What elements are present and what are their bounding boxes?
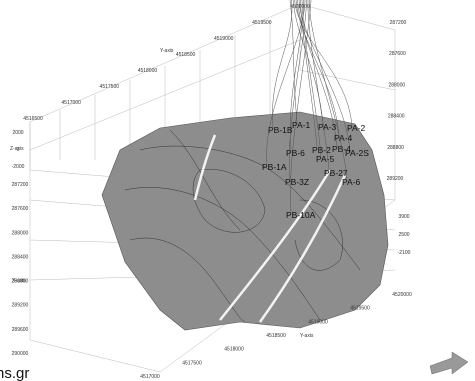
x-tick-label: 287600: [12, 206, 29, 212]
well-path: [289, 0, 304, 151]
well-label: PB-2: [312, 145, 331, 155]
well-label: PA-1: [292, 120, 311, 130]
well-label: PB-3Z: [285, 177, 309, 187]
x-tick-label: 287200: [12, 182, 29, 188]
well-path: [289, 0, 307, 180]
well-path: [307, 0, 330, 171]
well-label: PA-5: [316, 154, 335, 164]
well-label: PA-6: [342, 177, 361, 187]
well-path: [294, 0, 353, 126]
well-path: [309, 0, 348, 180]
well-paths: [266, 0, 353, 213]
x-tick-label: 290000: [12, 351, 29, 357]
well-label: PA-4: [334, 133, 353, 143]
navigation-arrow[interactable]: [429, 351, 469, 375]
z-tick-label: -2000: [12, 164, 25, 170]
x-tick-label: 288000: [12, 230, 29, 236]
axis-name: Z-axis: [10, 146, 24, 152]
well-path: [290, 0, 312, 213]
y-tick-label: 4519000: [214, 36, 234, 42]
contour-lines: [124, 129, 361, 323]
well-label: PB-4: [332, 144, 351, 154]
well-label: PB-6: [286, 148, 305, 158]
y-tick-label: 4520000: [392, 292, 412, 298]
y-tick-label: 4517500: [182, 360, 202, 366]
well-path: [266, 0, 306, 165]
axis-name: Y-axis: [300, 333, 314, 339]
well-label: PA-3: [318, 122, 337, 132]
well-label: PB-1A: [262, 162, 287, 172]
z-tick-label: 0: [17, 147, 20, 153]
well-label: PB-27: [324, 168, 348, 178]
z-tick-label: 2500: [398, 232, 409, 238]
y-tick-label: 4519000: [308, 319, 328, 325]
y-tick-label: 4519500: [252, 20, 272, 26]
well-path: [300, 0, 318, 148]
z-tick-label: 2000: [12, 130, 23, 136]
x-tick-label: 288000: [388, 82, 405, 88]
well-path: [292, 0, 324, 125]
well-path: [272, 0, 293, 128]
z-tick-label: 3900: [398, 214, 409, 220]
well-path: [297, 0, 338, 147]
well-label: PB-10A: [286, 210, 316, 220]
x-tick-label: 289200: [12, 303, 29, 309]
y-tick-label: 4517500: [100, 84, 120, 90]
x-tick-label: 289600: [12, 327, 29, 333]
x-tick-label: 288800: [12, 279, 29, 285]
ridges: [193, 134, 347, 323]
y-tick-label: 4518000: [138, 68, 158, 74]
axis-name: X-axis: [12, 278, 26, 284]
y-tick-label: 4518000: [224, 347, 244, 353]
y-tick-label: 4517000: [61, 100, 81, 106]
y-tick-label: 4518500: [266, 333, 286, 339]
y-tick-label: 4518500: [176, 52, 196, 58]
watermark: ns.gr: [0, 365, 29, 381]
x-tick-label: 288800: [387, 145, 404, 151]
x-tick-label: 287200: [390, 20, 407, 26]
well-path: [289, 0, 298, 123]
well-path: [295, 0, 340, 136]
y-tick-label: 4520000: [290, 4, 310, 10]
y-tick-label: 4516500: [23, 116, 43, 122]
z-tick-label: -2100: [398, 250, 411, 256]
well-label: PA-2: [347, 123, 366, 133]
y-tick-label: 4519500: [350, 306, 370, 312]
well-label: PA-2S: [345, 148, 369, 158]
axis-name: Y-axis: [160, 48, 174, 54]
y-tick-label: 4517000: [140, 374, 160, 380]
x-tick-label: 288400: [388, 114, 405, 120]
x-tick-label: 289200: [387, 176, 404, 182]
well-label: PB-1B: [268, 125, 293, 135]
x-tick-label: 288400: [12, 254, 29, 260]
x-tick-label: 287600: [389, 51, 406, 57]
